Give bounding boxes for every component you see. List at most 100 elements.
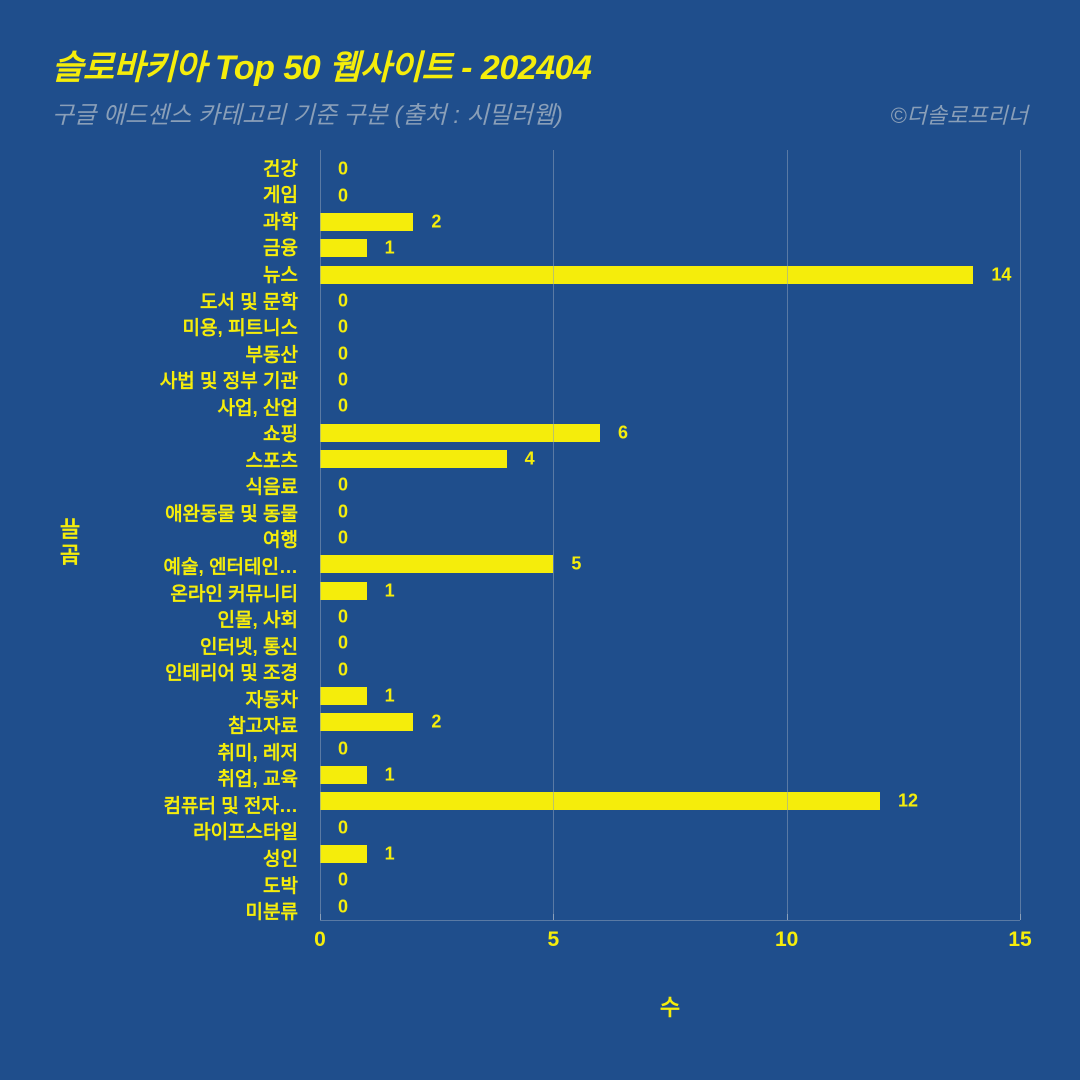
- bar-row: 0: [320, 740, 1020, 758]
- bar: [320, 713, 413, 731]
- bar-value-label: 4: [525, 448, 535, 469]
- bar-row: 0: [320, 318, 1020, 336]
- bar-value-label: 1: [385, 686, 395, 707]
- bars-container: 0021140000064000510001201120100: [320, 156, 1020, 920]
- bar-row: 0: [320, 819, 1020, 837]
- bar: [320, 792, 880, 810]
- subtitle-row: 구글 애드센스 카테고리 기준 구분 (출처 : 시밀러웹) ©더솔로프리너: [52, 95, 1028, 130]
- bar-value-label: 5: [571, 554, 581, 575]
- bar-row: 0: [320, 292, 1020, 310]
- y-axis-label: 예술, 엔터테인…: [0, 558, 310, 577]
- bar-value-label: 12: [898, 791, 918, 812]
- bar-value-label: 1: [385, 765, 395, 786]
- bar-row: 5: [320, 555, 1020, 573]
- bar-row: 0: [320, 529, 1020, 547]
- chart-subtitle: 구글 애드센스 카테고리 기준 구분 (출처 : 시밀러웹): [52, 95, 563, 130]
- y-axis-label: 취업, 교육: [0, 770, 310, 789]
- bar-row: 0: [320, 503, 1020, 521]
- bar-row: 0: [320, 187, 1020, 205]
- y-axis-label: 자동차: [0, 691, 310, 710]
- y-axis-label: 사법 및 정부 기관: [0, 372, 310, 391]
- bar: [320, 424, 600, 442]
- bar: [320, 239, 367, 257]
- bar-value-label: 0: [338, 501, 348, 522]
- y-axis-label: 인물, 사회: [0, 611, 310, 630]
- bar-value-label: 1: [385, 844, 395, 865]
- bar-value-label: 2: [431, 211, 441, 232]
- y-axis-label: 미분류: [0, 903, 310, 922]
- y-axis-label: 게임: [0, 186, 310, 205]
- bar-value-label: 0: [338, 343, 348, 364]
- bar-row: 0: [320, 871, 1020, 889]
- bar-row: 14: [320, 266, 1020, 284]
- bar-value-label: 0: [338, 817, 348, 838]
- y-axis-labels: 건강게임과학금융뉴스도서 및 문학미용, 피트니스부동산사법 및 정부 기관사업…: [0, 156, 310, 926]
- y-axis-label: 인테리어 및 조경: [0, 664, 310, 683]
- x-tick-label: 10: [775, 928, 798, 952]
- bar-row: 0: [320, 371, 1020, 389]
- x-axis-title: 수: [320, 990, 1020, 1022]
- y-axis-label: 부동산: [0, 346, 310, 365]
- x-tick-label: 15: [1008, 928, 1031, 952]
- bar-value-label: 0: [338, 633, 348, 654]
- grid-line: [787, 150, 788, 920]
- bar-value-label: 0: [338, 738, 348, 759]
- bar-value-label: 6: [618, 422, 628, 443]
- bar: [320, 845, 367, 863]
- bar-value-label: 0: [338, 475, 348, 496]
- y-axis-label: 컴퓨터 및 전자…: [0, 797, 310, 816]
- bar-row: 0: [320, 345, 1020, 363]
- y-axis-label: 참고자료: [0, 717, 310, 736]
- x-tick-label: 5: [547, 928, 559, 952]
- chart-title: 슬로바키아 Top 50 웹사이트 - 202404: [52, 40, 1028, 89]
- bar-value-label: 0: [338, 659, 348, 680]
- y-axis-label: 도서 및 문학: [0, 293, 310, 312]
- bar-value-label: 0: [338, 896, 348, 917]
- grid-line: [1020, 150, 1021, 920]
- y-axis-label: 건강: [0, 160, 310, 179]
- bar-row: 1: [320, 239, 1020, 257]
- bar-row: 6: [320, 424, 1020, 442]
- x-tick-mark: [787, 914, 788, 920]
- bar-row: 0: [320, 397, 1020, 415]
- bar-row: 1: [320, 582, 1020, 600]
- bar: [320, 687, 367, 705]
- bar: [320, 266, 973, 284]
- bar-row: 1: [320, 845, 1020, 863]
- grid-line: [320, 150, 321, 920]
- y-axis-label: 식음료: [0, 478, 310, 497]
- y-axis-label: 과학: [0, 213, 310, 232]
- bar-value-label: 0: [338, 185, 348, 206]
- y-axis-label: 미용, 피트니스: [0, 319, 310, 338]
- bar: [320, 213, 413, 231]
- bar-value-label: 0: [338, 396, 348, 417]
- x-tick-mark: [1020, 914, 1021, 920]
- bar: [320, 555, 553, 573]
- bar-value-label: 0: [338, 607, 348, 628]
- bar-row: 0: [320, 160, 1020, 178]
- bar-value-label: 1: [385, 238, 395, 259]
- bar: [320, 766, 367, 784]
- bar: [320, 450, 507, 468]
- bar-row: 2: [320, 713, 1020, 731]
- x-tick-label: 0: [314, 928, 326, 952]
- chart-credit: ©더솔로프리너: [890, 98, 1028, 130]
- y-axis-label: 뉴스: [0, 266, 310, 285]
- bar-row: 0: [320, 476, 1020, 494]
- y-axis-label: 인터넷, 통신: [0, 638, 310, 657]
- y-axis-label: 라이프스타일: [0, 823, 310, 842]
- chart-header: 슬로바키아 Top 50 웹사이트 - 202404 구글 애드센스 카테고리 …: [52, 40, 1028, 130]
- y-axis-label: 금융: [0, 239, 310, 258]
- x-tick-mark: [320, 914, 321, 920]
- bar-row: 0: [320, 898, 1020, 916]
- bar-value-label: 0: [338, 369, 348, 390]
- y-axis-label: 스포츠: [0, 452, 310, 471]
- bar-row: 0: [320, 634, 1020, 652]
- bar-value-label: 14: [991, 264, 1011, 285]
- x-axis: 051015: [320, 920, 1020, 950]
- bar-value-label: 0: [338, 290, 348, 311]
- y-axis-label: 취미, 레저: [0, 744, 310, 763]
- bar-row: 4: [320, 450, 1020, 468]
- bar-value-label: 0: [338, 317, 348, 338]
- y-axis-label: 애완동물 및 동물: [0, 505, 310, 524]
